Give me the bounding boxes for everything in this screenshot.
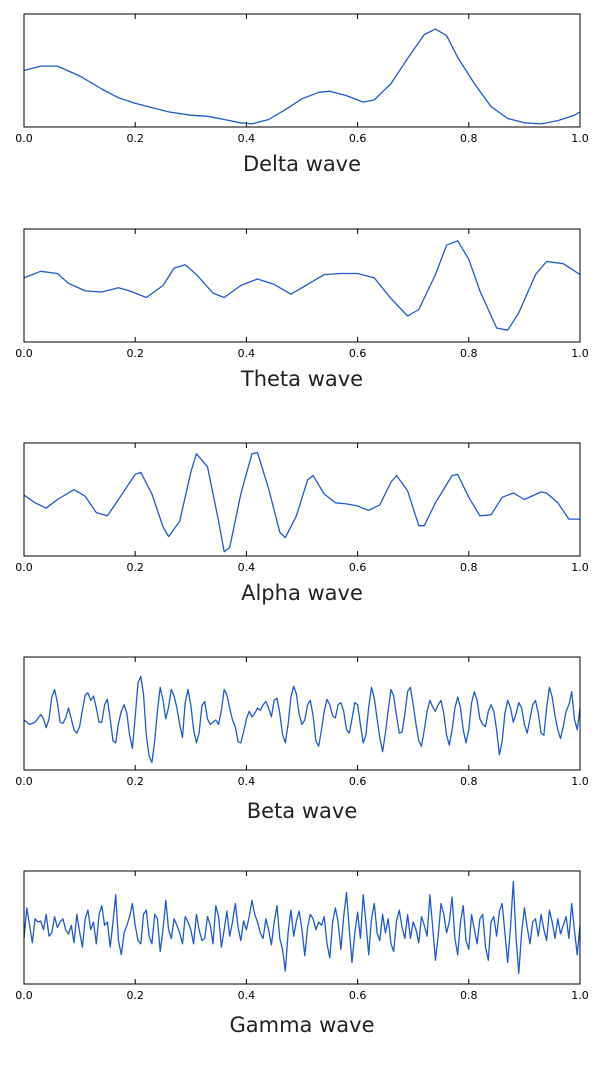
- beta-xtick-label: 0.0: [15, 775, 33, 788]
- theta-wave-chart: 0.0 0.2 0.4 0.6 0.8 1.0: [15, 228, 589, 360]
- theta-xtick-label: 0.6: [349, 347, 367, 360]
- gamma-xtick-label: 0.4: [238, 989, 256, 1002]
- gamma-xtick-label: 0.2: [126, 989, 144, 1002]
- gamma-wave-line: [23, 881, 581, 974]
- gamma-wave-panel: 0.0 0.2 0.4 0.6 0.8 1.0 Gamma wave: [0, 857, 610, 1069]
- beta-xtick-label: 0.6: [349, 775, 367, 788]
- theta-xtick-label: 0.8: [460, 347, 478, 360]
- gamma-xtick-label: 0.0: [15, 989, 33, 1002]
- theta-xtick-label: 0.2: [126, 347, 144, 360]
- beta-wave-title: Beta wave: [246, 799, 358, 823]
- beta-xtick-label: 1.0: [571, 775, 589, 788]
- delta-xtick-label: 0.8: [460, 132, 478, 145]
- beta-xtick-label: 0.8: [460, 775, 478, 788]
- delta-xtick-label: 1.0: [571, 132, 589, 145]
- alpha-xtick-label: 0.8: [460, 561, 478, 574]
- gamma-plot-frame: [23, 870, 581, 985]
- theta-plot-frame: [23, 228, 581, 343]
- alpha-xtick-label: 1.0: [571, 561, 589, 574]
- theta-wave-line: [23, 240, 581, 331]
- alpha-xtick-label: 0.6: [349, 561, 367, 574]
- delta-xtick-label: 0.6: [349, 132, 367, 145]
- delta-wave-line: [23, 28, 581, 125]
- beta-xtick-label: 0.4: [238, 775, 256, 788]
- gamma-xtick-label: 1.0: [571, 989, 589, 1002]
- theta-wave-panel: 0.0 0.2 0.4 0.6 0.8 1.0 Theta wave: [0, 215, 610, 427]
- theta-xtick-label: 1.0: [571, 347, 589, 360]
- theta-wave-title: Theta wave: [240, 367, 364, 391]
- alpha-xtick-label: 0.0: [15, 561, 33, 574]
- gamma-wave-chart: 0.0 0.2 0.4 0.6 0.8 1.0: [15, 870, 589, 1002]
- beta-wave-line: [23, 675, 581, 764]
- beta-wave-panel: 0.0 0.2 0.4 0.6 0.8 1.0 Beta wave: [0, 643, 610, 855]
- gamma-xtick-label: 0.8: [460, 989, 478, 1002]
- gamma-xtick-label: 0.6: [349, 989, 367, 1002]
- beta-wave-chart: 0.0 0.2 0.4 0.6 0.8 1.0: [15, 656, 589, 788]
- delta-xtick-label: 0.4: [238, 132, 256, 145]
- theta-xtick-label: 0.4: [238, 347, 256, 360]
- delta-xtick-label: 0.0: [15, 132, 33, 145]
- delta-wave-title: Delta wave: [242, 152, 362, 176]
- gamma-wave-title: Gamma wave: [229, 1013, 375, 1037]
- alpha-xtick-label: 0.2: [126, 561, 144, 574]
- delta-wave-panel: 0.0 0.2 0.4 0.6 0.8 1.0 Delta wave: [0, 0, 610, 212]
- alpha-wave-title: Alpha wave: [241, 581, 363, 605]
- alpha-plot-frame: [23, 442, 581, 557]
- alpha-xtick-label: 0.4: [238, 561, 256, 574]
- alpha-wave-chart: 0.0 0.2 0.4 0.6 0.8 1.0: [15, 442, 589, 574]
- beta-xtick-label: 0.2: [126, 775, 144, 788]
- beta-plot-frame: [23, 656, 581, 771]
- delta-plot-frame: [23, 13, 581, 128]
- delta-wave-chart: 0.0 0.2 0.4 0.6 0.8 1.0: [15, 13, 589, 145]
- theta-xtick-label: 0.0: [15, 347, 33, 360]
- alpha-wave-line: [23, 451, 580, 553]
- alpha-wave-panel: 0.0 0.2 0.4 0.6 0.8 1.0 Alpha wave: [0, 429, 610, 641]
- delta-xtick-label: 0.2: [126, 132, 144, 145]
